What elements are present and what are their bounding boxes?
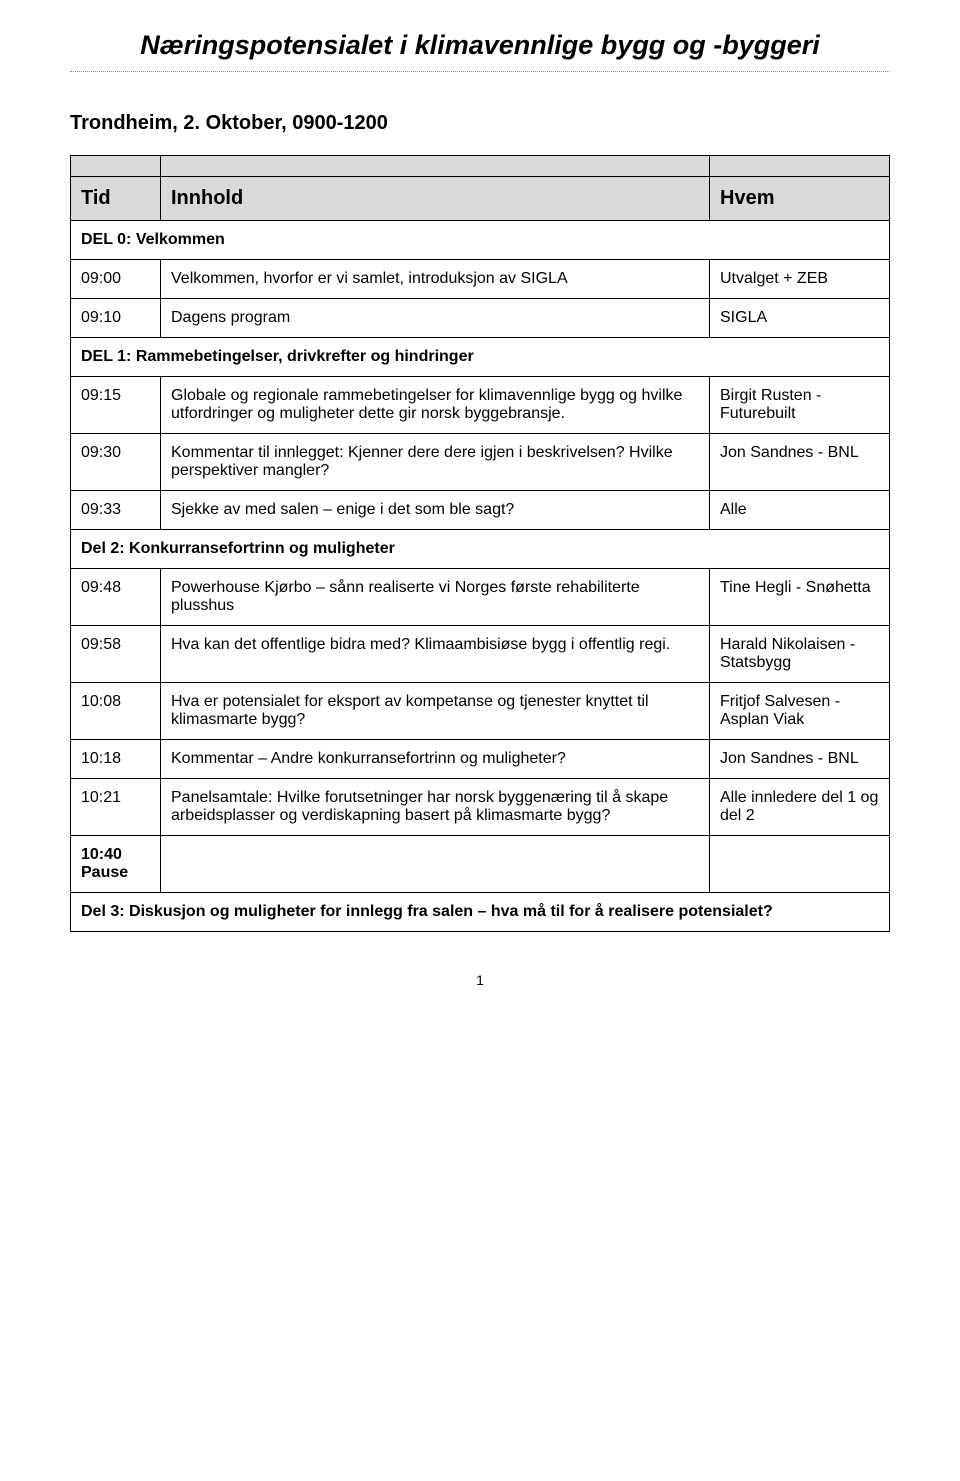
- cell-innhold: Powerhouse Kjørbo – sånn realiserte vi N…: [161, 569, 710, 626]
- cell-hvem: Alle: [710, 491, 890, 530]
- cell-tid: 09:58: [71, 626, 161, 683]
- section-1-row: DEL 1: Rammebetingelser, drivkrefter og …: [71, 338, 890, 377]
- section-2-label: Del 2: Konkurransefortrinn og muligheter: [71, 530, 890, 569]
- page-title: Næringspotensialet i klimavennlige bygg …: [70, 30, 890, 61]
- table-row: 09:48 Powerhouse Kjørbo – sånn realisert…: [71, 569, 890, 626]
- cell-innhold: Hva kan det offentlige bidra med? Klimaa…: [161, 626, 710, 683]
- page-number: 1: [70, 972, 890, 988]
- cell-hvem: Harald Nikolaisen - Statsbygg: [710, 626, 890, 683]
- pause-empty-hvem: [710, 836, 890, 893]
- section-2-row: Del 2: Konkurransefortrinn og muligheter: [71, 530, 890, 569]
- header-row: Tid Innhold Hvem: [71, 177, 890, 221]
- page: Næringspotensialet i klimavennlige bygg …: [0, 0, 960, 1028]
- cell-tid: 09:48: [71, 569, 161, 626]
- cell-innhold: Panelsamtale: Hvilke forutsetninger har …: [161, 779, 710, 836]
- section-1-label: DEL 1: Rammebetingelser, drivkrefter og …: [71, 338, 890, 377]
- blank-hvem-header: [710, 156, 890, 177]
- cell-innhold: Kommentar til innlegget: Kjenner dere de…: [161, 434, 710, 491]
- cell-hvem: SIGLA: [710, 299, 890, 338]
- table-row: 09:30 Kommentar til innlegget: Kjenner d…: [71, 434, 890, 491]
- cell-hvem: Utvalget + ZEB: [710, 260, 890, 299]
- table-row: 09:58 Hva kan det offentlige bidra med? …: [71, 626, 890, 683]
- subtitle: Trondheim, 2. Oktober, 0900-1200: [70, 112, 890, 135]
- schedule-table: Tid Innhold Hvem DEL 0: Velkommen 09:00 …: [70, 155, 890, 932]
- cell-hvem: Jon Sandnes - BNL: [710, 434, 890, 491]
- cell-innhold: Globale og regionale rammebetingelser fo…: [161, 377, 710, 434]
- cell-tid: 10:18: [71, 740, 161, 779]
- col-header-hvem: Hvem: [710, 177, 890, 221]
- table-row: 10:18 Kommentar – Andre konkurransefortr…: [71, 740, 890, 779]
- title-rule: [70, 71, 890, 72]
- cell-innhold: Kommentar – Andre konkurransefortrinn og…: [161, 740, 710, 779]
- pause-empty-inn: [161, 836, 710, 893]
- section-3-row: Del 3: Diskusjon og muligheter for innle…: [71, 893, 890, 932]
- cell-tid: 09:33: [71, 491, 161, 530]
- pause-label: 10:40 Pause: [71, 836, 161, 893]
- cell-innhold: Sjekke av med salen – enige i det som bl…: [161, 491, 710, 530]
- cell-innhold: Velkommen, hvorfor er vi samlet, introdu…: [161, 260, 710, 299]
- cell-hvem: Fritjof Salvesen - Asplan Viak: [710, 683, 890, 740]
- table-row: 09:15 Globale og regionale rammebetingel…: [71, 377, 890, 434]
- cell-tid: 09:30: [71, 434, 161, 491]
- table-row: 09:00 Velkommen, hvorfor er vi samlet, i…: [71, 260, 890, 299]
- section-0-label: DEL 0: Velkommen: [71, 221, 890, 260]
- table-row: 09:33 Sjekke av med salen – enige i det …: [71, 491, 890, 530]
- section-0-row: DEL 0: Velkommen: [71, 221, 890, 260]
- cell-tid: 10:08: [71, 683, 161, 740]
- col-header-innhold: Innhold: [161, 177, 710, 221]
- blank-tid-header: [71, 156, 161, 177]
- blank-inn-header: [161, 156, 710, 177]
- cell-tid: 09:00: [71, 260, 161, 299]
- cell-tid: 09:15: [71, 377, 161, 434]
- cell-tid: 09:10: [71, 299, 161, 338]
- pause-row: 10:40 Pause: [71, 836, 890, 893]
- cell-tid: 10:21: [71, 779, 161, 836]
- cell-innhold: Hva er potensialet for eksport av kompet…: [161, 683, 710, 740]
- cell-innhold: Dagens program: [161, 299, 710, 338]
- table-row: 09:10 Dagens program SIGLA: [71, 299, 890, 338]
- cell-hvem: Alle innledere del 1 og del 2: [710, 779, 890, 836]
- blank-header-row: [71, 156, 890, 177]
- cell-hvem: Jon Sandnes - BNL: [710, 740, 890, 779]
- col-header-tid: Tid: [71, 177, 161, 221]
- cell-hvem: Birgit Rusten - Futurebuilt: [710, 377, 890, 434]
- table-row: 10:08 Hva er potensialet for eksport av …: [71, 683, 890, 740]
- cell-hvem: Tine Hegli - Snøhetta: [710, 569, 890, 626]
- table-row: 10:21 Panelsamtale: Hvilke forutsetninge…: [71, 779, 890, 836]
- section-3-label: Del 3: Diskusjon og muligheter for innle…: [71, 893, 890, 932]
